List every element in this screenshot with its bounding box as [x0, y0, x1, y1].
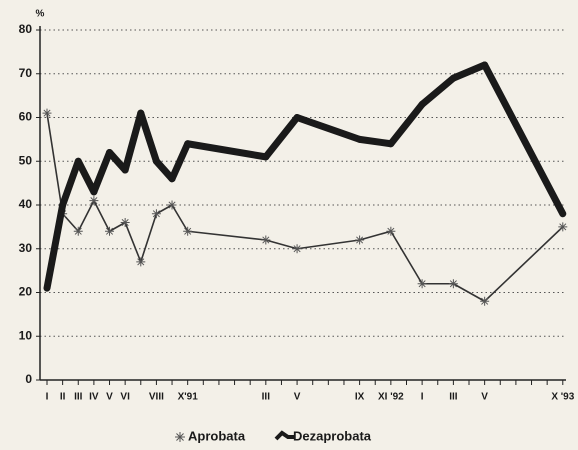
x-tick-label: III — [449, 392, 458, 403]
point-marker — [558, 222, 568, 232]
x-tick-label: I — [46, 392, 49, 403]
point-marker — [417, 279, 427, 289]
y-tick-label: 80 — [19, 22, 33, 36]
line-segment — [43, 201, 67, 292]
point-marker — [261, 235, 271, 245]
y-tick-label: 20 — [19, 285, 33, 299]
line-segment — [121, 109, 145, 174]
line-segment — [124, 221, 142, 263]
point-marker — [386, 226, 396, 236]
point-marker — [105, 226, 115, 236]
line-segment — [390, 230, 423, 285]
line-segment — [108, 221, 126, 233]
y-tick-label: 50 — [19, 153, 33, 167]
x-tick-label: IX — [355, 392, 365, 403]
y-tick-label: 70 — [19, 66, 33, 80]
point-marker — [292, 244, 302, 254]
line-segment — [90, 149, 114, 196]
point-marker — [73, 226, 83, 236]
y-axis-label: % — [36, 9, 45, 20]
point-marker — [42, 108, 52, 118]
y-tick-label: 30 — [19, 241, 33, 255]
x-tick-label: I — [421, 392, 424, 403]
line-segment — [168, 140, 192, 183]
line-segment — [356, 135, 395, 148]
line-segment — [483, 226, 564, 303]
line-segment — [46, 112, 64, 215]
y-tick-label: 0 — [25, 372, 32, 386]
line-segment — [452, 282, 486, 303]
y-tick-label: 10 — [19, 328, 33, 342]
point-marker — [183, 226, 193, 236]
x-tick-label: III — [74, 392, 83, 403]
y-tick-label: 40 — [19, 197, 33, 211]
line-segment — [262, 114, 301, 161]
line-segment — [93, 199, 111, 233]
line-segment — [155, 204, 173, 215]
line-segment — [358, 230, 392, 241]
point-marker — [448, 279, 458, 289]
x-tick-label: V — [294, 392, 301, 403]
x-tick-label: III — [262, 392, 271, 403]
line-segment — [296, 239, 361, 250]
line-segment — [186, 230, 267, 241]
point-marker — [120, 218, 130, 227]
y-tick-label: 60 — [19, 110, 33, 124]
line-segment — [387, 100, 426, 148]
legend-symbol — [175, 432, 185, 442]
point-marker — [167, 200, 177, 210]
x-tick-label: VIII — [149, 392, 164, 403]
line-segment — [59, 157, 82, 209]
x-tick-label: V — [481, 392, 488, 403]
line-segment — [293, 114, 364, 143]
x-tick-label: X'91 — [178, 392, 199, 403]
line-segment — [74, 157, 98, 196]
line-segment — [481, 61, 567, 218]
legend-label: Dezaprobata — [293, 428, 372, 443]
point-marker — [480, 296, 490, 306]
x-tick-label: VI — [120, 392, 130, 403]
x-tick-label: II — [60, 392, 66, 403]
legend-symbol — [274, 430, 294, 441]
x-tick-label: IV — [89, 392, 99, 403]
point-marker — [136, 257, 146, 267]
line-segment — [184, 140, 270, 161]
line-segment — [171, 204, 189, 233]
line-segment — [139, 212, 158, 263]
point-marker — [89, 196, 99, 206]
x-tick-label: XI '92 — [378, 392, 404, 403]
line-segment — [449, 61, 489, 82]
x-tick-label: V — [106, 392, 113, 403]
x-tick-label: X '93 — [551, 392, 574, 403]
line-segment — [265, 239, 298, 250]
line-segment — [137, 109, 160, 165]
line-segment — [152, 157, 176, 183]
point-marker — [151, 209, 161, 219]
line-segment — [418, 74, 457, 108]
point-marker — [355, 235, 365, 245]
line-segment — [77, 199, 95, 233]
legend-label: Aprobata — [188, 428, 246, 443]
